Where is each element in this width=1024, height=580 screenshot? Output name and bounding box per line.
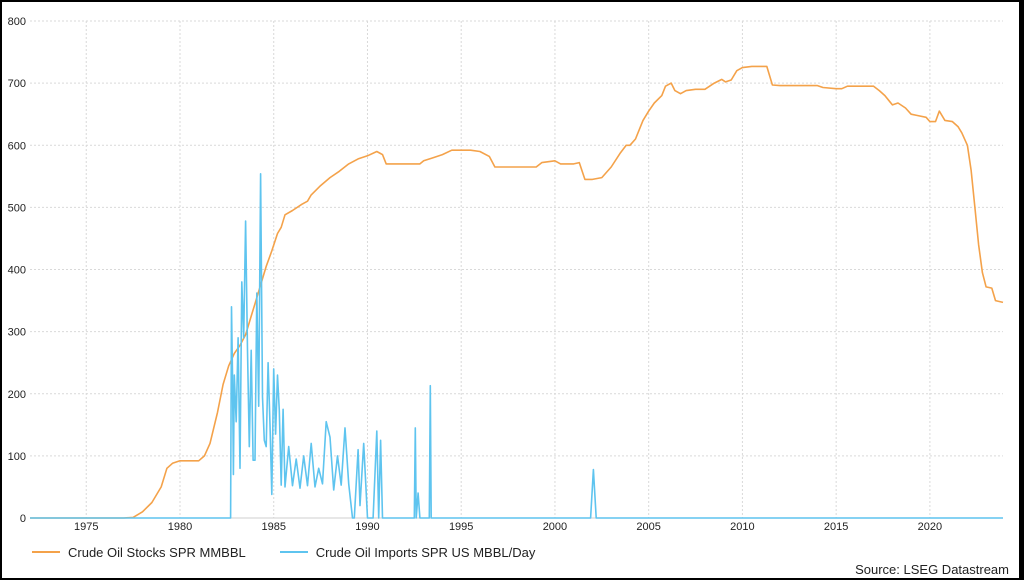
- series-line-imports: [30, 173, 1003, 519]
- x-tick-label: 2020: [918, 521, 942, 533]
- y-tick-label: 400: [8, 265, 26, 277]
- x-tick-label: 1985: [261, 521, 285, 533]
- y-tick-label: 300: [8, 327, 26, 339]
- source-note: Source: LSEG Datastream: [855, 562, 1009, 577]
- legend-item-imports: Crude Oil Imports SPR US MBBL/Day: [279, 544, 536, 560]
- legend-label-stocks: Crude Oil Stocks SPR MMBBL: [68, 544, 246, 560]
- x-tick-label: 1975: [74, 521, 98, 533]
- x-tick-label: 2015: [824, 521, 848, 533]
- series-line-stocks: [30, 65, 1004, 519]
- legend-item-stocks: Crude Oil Stocks SPR MMBBL: [32, 545, 246, 560]
- x-tick-label: 2005: [636, 521, 660, 533]
- x-tick-label: 1990: [355, 521, 379, 533]
- x-tick-label: 1995: [449, 521, 473, 533]
- y-tick-label: 100: [8, 451, 26, 463]
- series-lines: [30, 65, 1004, 519]
- x-tick-label: 2000: [543, 521, 567, 533]
- legend-swatch-stocks: [32, 551, 60, 553]
- y-tick-label: 0: [20, 513, 26, 525]
- legend-swatch-imports: [279, 551, 308, 553]
- x-axis: 1975 1980 1985 1990 1995 2000 2005 2010 2015 2020: [30, 517, 1003, 533]
- y-tick-label: 800: [8, 16, 26, 28]
- grid-lines: [30, 20, 1003, 519]
- y-tick-label: 600: [8, 140, 26, 152]
- y-tick-label: 500: [8, 202, 26, 214]
- legend-label-imports: Crude Oil Imports SPR US MBBL/Day: [315, 544, 536, 560]
- y-tick-label: 700: [8, 78, 26, 90]
- y-tick-label: 200: [8, 389, 26, 401]
- x-tick-label: 2010: [730, 521, 754, 533]
- x-tick-label: 1980: [168, 521, 192, 533]
- y-axis: 0 100 200 300 400 500 600 700 800: [8, 16, 26, 525]
- legend: Crude Oil Stocks SPR MMBBL Crude Oil Imp…: [32, 542, 569, 562]
